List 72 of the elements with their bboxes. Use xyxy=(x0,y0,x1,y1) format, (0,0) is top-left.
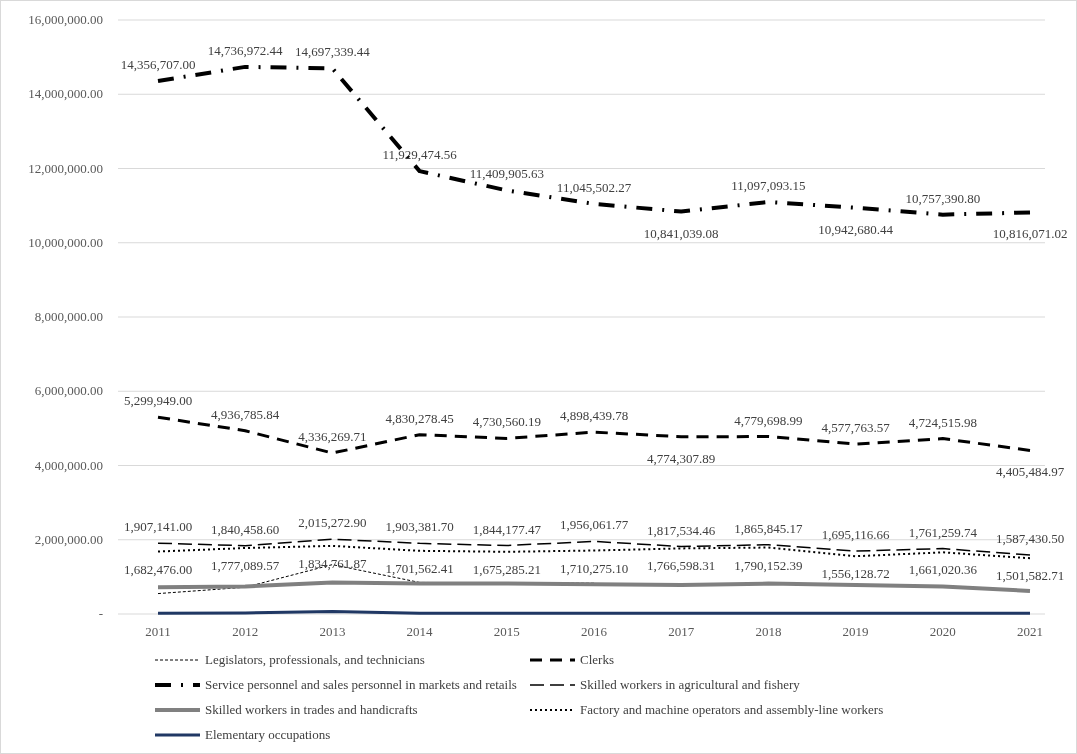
data-label: 1,587,430.50 xyxy=(995,531,1065,547)
data-label: 2,015,272.90 xyxy=(298,515,367,531)
data-label: 1,661,020.36 xyxy=(908,562,978,578)
data-label: 1,903,381.70 xyxy=(385,519,454,535)
data-label: 1,682,476.00 xyxy=(123,561,193,577)
data-label: 1,695,116.66 xyxy=(821,527,890,543)
data-label: 1,790,152.39 xyxy=(734,557,803,573)
data-label: 1,701,562.41 xyxy=(385,560,454,576)
data-label: 1,956,061.77 xyxy=(559,517,629,533)
y-tick-label: - xyxy=(98,606,103,621)
line-series xyxy=(156,580,1032,593)
data-label: 4,336,269.71 xyxy=(298,429,367,445)
legend-label: Clerks xyxy=(580,652,614,667)
y-tick-label: 16,000,000.00 xyxy=(28,12,103,27)
x-tick-label: 2011 xyxy=(145,624,171,639)
data-label: 14,356,707.00 xyxy=(120,57,196,73)
data-label: 11,097,093.15 xyxy=(731,178,806,194)
y-tick-label: 12,000,000.00 xyxy=(28,160,103,176)
x-tick-label: 2018 xyxy=(755,624,782,639)
legend-label: Service personnel and sales personnel in markets and retails xyxy=(205,677,517,692)
legend-label: Skilled workers in agricultural and fishery xyxy=(580,677,801,692)
data-label: 4,577,763.57 xyxy=(821,420,891,436)
y-tick-label: 10,000,000.00 xyxy=(28,234,103,250)
data-label: 10,816,071.02 xyxy=(992,226,1068,242)
data-label: 10,757,390.80 xyxy=(905,190,981,206)
data-label: 1,840,458.60 xyxy=(211,521,280,537)
x-tick-label: 2017 xyxy=(668,624,695,639)
x-tick-label: 2015 xyxy=(493,624,520,639)
data-label: 1,907,141.00 xyxy=(123,519,193,535)
data-label: 1,766,598.31 xyxy=(647,558,716,574)
data-label: 4,405,484.97 xyxy=(995,464,1065,480)
x-tick-label: 2012 xyxy=(232,624,259,639)
data-label: 4,779,698.99 xyxy=(734,412,803,428)
y-tick-label: 4,000,000.00 xyxy=(34,457,103,473)
data-label: 5,299,949.00 xyxy=(123,393,193,409)
data-label: 10,841,039.08 xyxy=(643,225,719,241)
x-tick-label: 2019 xyxy=(842,624,869,639)
data-label: 1,675,285.21 xyxy=(472,561,541,577)
legend-label: Skilled workers in trades and handicrafts xyxy=(205,702,418,717)
data-label: 11,409,905.63 xyxy=(469,166,544,182)
y-tick-label: 6,000,000.00 xyxy=(34,383,103,399)
data-label: 1,501,582.71 xyxy=(995,568,1065,584)
data-label: 11,045,502.27 xyxy=(556,179,632,195)
legend-label: Elementary occupations xyxy=(205,727,331,742)
y-tick-label: 14,000,000.00 xyxy=(28,86,103,102)
data-label: 1,834,761.87 xyxy=(298,555,368,571)
data-label: 14,697,339.44 xyxy=(295,44,371,60)
y-tick-label: 2,000,000.00 xyxy=(34,531,103,547)
data-label: 14,736,972.44 xyxy=(207,42,284,58)
y-tick-label: 8,000,000.00 xyxy=(34,309,103,324)
x-tick-label: 2013 xyxy=(319,624,346,639)
data-label: 4,830,278.45 xyxy=(385,410,454,426)
legend-label: Factory and machine operators and assembly-line workers xyxy=(580,702,884,717)
x-tick-label: 2020 xyxy=(929,624,956,639)
data-label: 4,898,439.78 xyxy=(559,408,629,424)
data-label: 1,817,534.46 xyxy=(647,522,716,538)
data-label: 1,844,177.47 xyxy=(472,521,542,537)
data-label: 10,942,680.44 xyxy=(818,221,894,237)
x-tick-label: 2014 xyxy=(406,624,434,639)
legend-label: Legislators, professionals, and technicians xyxy=(205,652,425,667)
x-tick-label: 2021 xyxy=(1017,624,1043,639)
data-label: 1,761,259.74 xyxy=(908,524,978,540)
data-label: 1,710,275.10 xyxy=(559,560,629,576)
data-label: 4,724,515.98 xyxy=(908,414,977,430)
data-label: 11,929,474.56 xyxy=(382,147,458,163)
data-label: 4,730,560.19 xyxy=(472,414,541,430)
x-tick-label: 2016 xyxy=(581,624,608,639)
data-label: 4,936,785.84 xyxy=(211,406,280,422)
data-label: 1,777,089.57 xyxy=(211,558,280,574)
data-label: 1,865,845.17 xyxy=(734,520,804,536)
data-label: 1,556,128.72 xyxy=(821,566,890,582)
data-label: 4,774,307.89 xyxy=(647,450,716,466)
